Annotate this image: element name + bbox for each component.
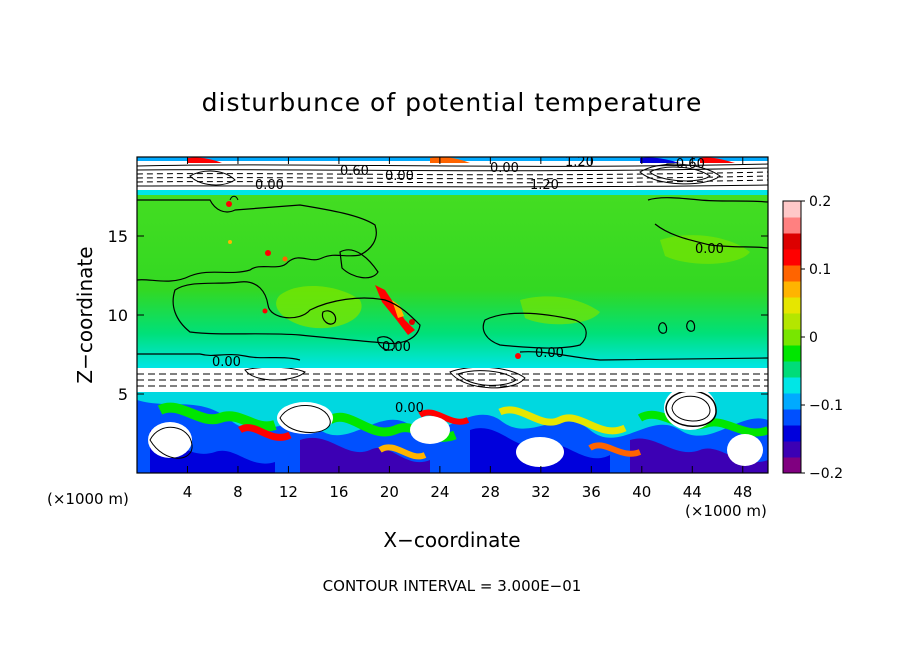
x-tick-label: 44 — [683, 483, 702, 501]
x-ticks — [186, 157, 744, 473]
colorbar-swatch — [783, 313, 801, 330]
colorbar-swatch — [783, 297, 801, 314]
y-tick-label: 15 — [108, 227, 128, 246]
contour-label: 1.20 — [530, 178, 559, 193]
colorbar: 0.2 0.1 0 −0.1 −0.2 — [782, 194, 843, 482]
colorbar-swatch — [783, 425, 801, 442]
stratosphere-band — [137, 157, 768, 194]
x-axis-unit-right: (×1000 m) — [685, 502, 767, 520]
colorbar-swatch — [783, 457, 801, 474]
colorbar-swatch — [783, 441, 801, 458]
colorbar-swatch — [783, 329, 801, 346]
contour-label: 0.00 — [382, 340, 411, 355]
contour-label: 0.00 — [490, 161, 519, 176]
contour-interval-footer: CONTOUR INTERVAL = 3.000E−01 — [323, 577, 582, 595]
contour-label: 0.00 — [535, 346, 564, 361]
colorbar-tick-label: −0.2 — [809, 466, 843, 482]
colorbar-swatch — [783, 201, 801, 218]
colorbar-swatch — [783, 361, 801, 378]
troposphere-field — [137, 194, 768, 368]
contour-label: 0.00 — [395, 401, 424, 416]
x-tick-label: 40 — [632, 483, 651, 501]
y-axis-label: Z−coordinate — [73, 246, 97, 383]
colorbar-swatches — [783, 201, 801, 474]
x-tick-label: 48 — [733, 483, 752, 501]
colorbar-swatch — [783, 345, 801, 362]
colorbar-swatch — [783, 217, 801, 234]
contour-label: 0.00 — [385, 169, 414, 184]
x-tick-label: 20 — [380, 483, 399, 501]
colorbar-swatch — [783, 281, 801, 298]
x-tick-label: 16 — [329, 483, 348, 501]
x-tick-labels: 4 8 12 16 20 24 28 32 36 40 44 48 — [183, 483, 753, 501]
colorbar-tick-label: 0 — [809, 330, 818, 346]
x-tick-label: 24 — [430, 483, 449, 501]
y-tick-label: 5 — [118, 385, 128, 404]
contour-label: −0.60 — [665, 157, 705, 172]
x-tick-label: 8 — [233, 483, 243, 501]
plot-area: 0.00 0.00 0.00 0.00 0.00 0.00 0.00 0.00 … — [137, 155, 768, 473]
x-tick-label: 12 — [279, 483, 298, 501]
x-tick-label: 36 — [582, 483, 601, 501]
x-tick-label: 32 — [531, 483, 550, 501]
colorbar-swatch — [783, 393, 801, 410]
x-tick-label: 4 — [183, 483, 193, 501]
colorbar-ticks: 0.2 0.1 0 −0.1 −0.2 — [801, 194, 843, 482]
colorbar-swatch — [783, 233, 801, 250]
colorbar-swatch — [783, 409, 801, 426]
colorbar-swatch — [783, 249, 801, 266]
x-axis-unit-left: (×1000 m) — [47, 490, 129, 508]
contour-label: 0.00 — [255, 178, 284, 193]
x-tick-label: 28 — [481, 483, 500, 501]
contour-label: 0.00 — [695, 242, 724, 257]
contour-label: 0.00 — [212, 355, 241, 370]
x-axis-label: X−coordinate — [383, 528, 520, 552]
stratosphere-contours — [137, 163, 768, 201]
contour-label: 0.60 — [340, 164, 369, 179]
y-ticks — [137, 235, 768, 395]
y-tick-labels: 5 10 15 — [108, 227, 128, 404]
contour-label-group: 0.00 0.00 0.00 0.00 0.00 0.00 0.00 0.00 … — [212, 155, 724, 416]
lower-layer-field — [137, 386, 768, 473]
colorbar-swatch — [783, 377, 801, 394]
colorbar-tick-label: 0.2 — [809, 194, 831, 210]
contour-label: 1.20 — [565, 155, 594, 170]
chart-title: disturbunce of potential temperature — [202, 88, 703, 117]
colorbar-tick-label: 0.1 — [809, 262, 831, 278]
colorbar-swatch — [783, 265, 801, 282]
colorbar-tick-label: −0.1 — [809, 398, 843, 414]
y-tick-label: 10 — [108, 306, 128, 325]
troposphere-contours — [137, 197, 768, 361]
